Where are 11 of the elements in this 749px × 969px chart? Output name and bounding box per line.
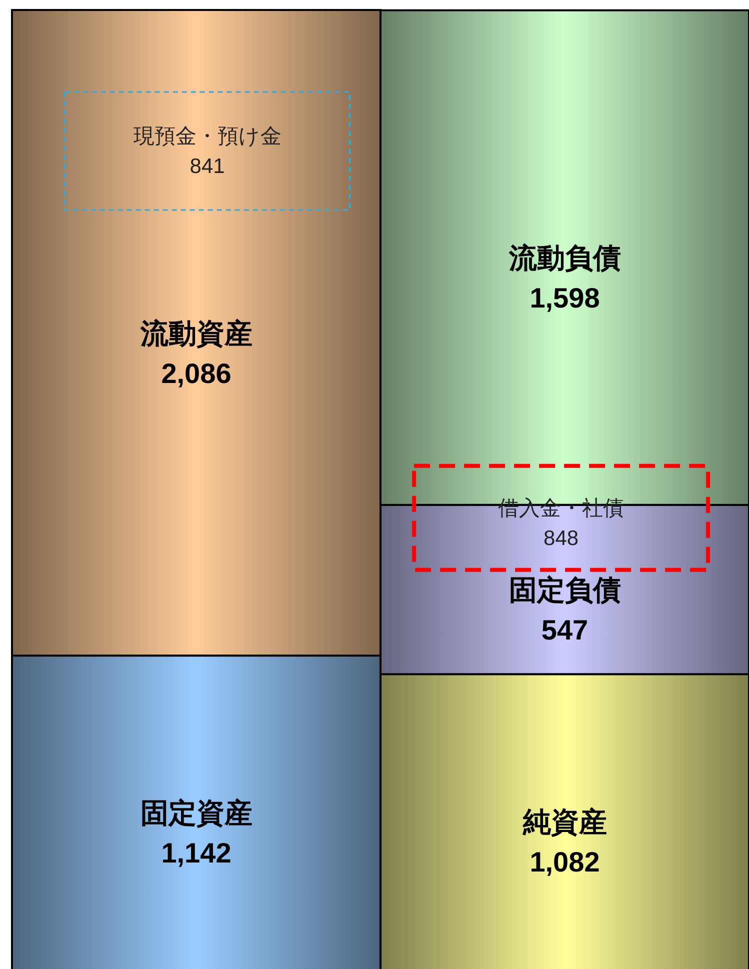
series-label: 流動資産	[139, 318, 252, 349]
data-label: 1,598	[530, 282, 600, 314]
series-label: 固定負債	[508, 574, 621, 606]
series-label: 流動負債	[508, 242, 621, 274]
series-label: 固定資産	[140, 797, 252, 828]
data-label: 547	[541, 614, 588, 646]
annotation: 現預金・預け金 841	[133, 125, 282, 178]
series-label: 純資産	[522, 806, 607, 838]
data-label: 1,082	[530, 846, 600, 878]
data-label: 2,086	[161, 358, 232, 389]
data-label: 1,142	[161, 837, 232, 868]
